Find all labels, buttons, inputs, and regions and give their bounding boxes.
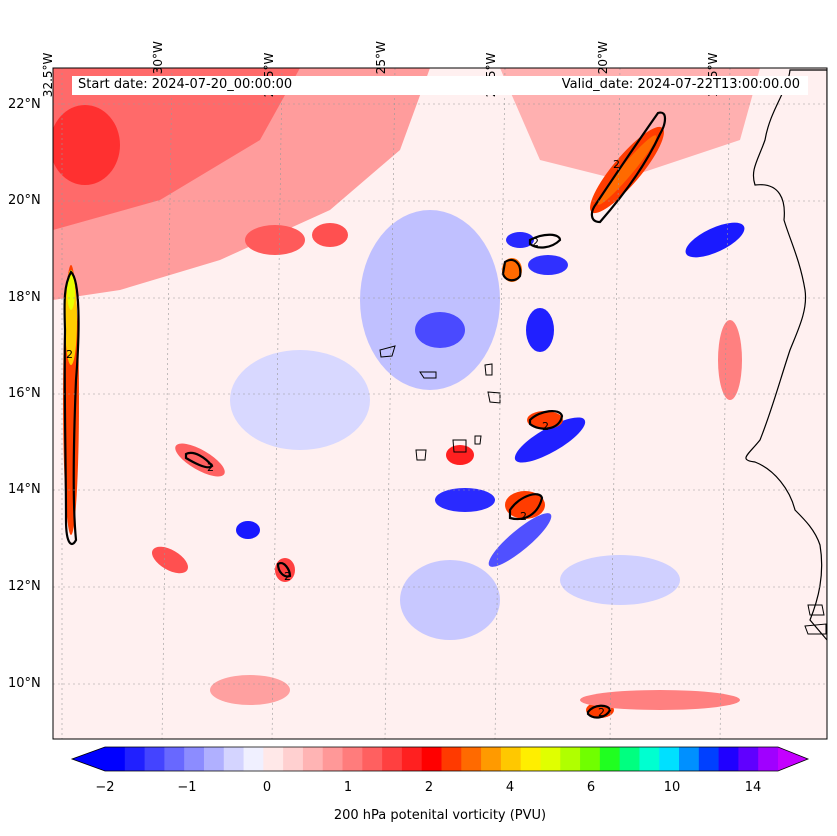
colorbar-tick: −2 [95,780,115,795]
contour-label: 2 [284,570,291,583]
colorbar-segment [322,747,344,771]
colorbar-segment [164,747,185,771]
colorbar-segment [203,747,225,771]
colorbar-tick: 10 [663,780,681,795]
colorbar-over-arrow [778,747,808,771]
pv-field: 2 2 2 2 2 2 2 2 [53,68,827,739]
colorbar-segment [758,747,779,771]
lat-label: 20°N [8,193,41,208]
colorbar-segment [461,747,482,771]
start-date: Start date: 2024-07-20_00:00:00 [78,77,293,92]
colorbar-segment [342,747,363,771]
colorbar-tick: 14 [744,780,762,795]
colorbar-segment [738,747,759,771]
colorbar-segment [184,747,205,771]
colorbar-tick: 1 [343,780,353,795]
colorbar-segment [401,747,423,771]
lon-label: 32.5°W [41,52,55,98]
colorbar-segment [560,747,581,771]
colorbar-segment [441,747,462,771]
info-box: Start date: 2024-07-20_00:00:00 Valid_da… [72,76,808,95]
colorbar-tick: 0 [262,780,272,795]
lat-label: 16°N [8,386,41,401]
colorbar-tick: 2 [424,780,434,795]
colorbar-segment [481,747,502,771]
valid-date: Valid_date: 2024-07-22T13:00:00.00 [561,77,800,92]
lon-label: 25°W [374,41,388,75]
colorbar-segment [718,747,739,771]
contour-label: 2 [207,461,214,474]
colorbar-segment [283,747,304,771]
contour-label: 2 [520,510,527,523]
colorbar-tick: 6 [586,780,596,795]
colorbar-tick: −1 [177,780,197,795]
lat-label: 12°N [8,579,41,594]
lon-label: 30°W [151,41,165,75]
colorbar-segment [105,747,126,771]
map-frame [52,67,828,740]
colorbar-segment [679,747,700,771]
colorbar-segment [540,747,561,771]
colorbar-segment [362,747,383,771]
colorbar-segment [124,747,146,771]
colorbar-segment [580,747,601,771]
lat-label: 14°N [8,482,41,497]
colorbar-segment [263,747,284,771]
colorbar-segment [639,747,660,771]
lon-label: 20°W [596,41,610,75]
colorbar [70,746,810,772]
lat-label: 18°N [8,290,41,305]
colorbar-title: 200 hPa potenital vorticity (PVU) [333,808,547,823]
colorbar-segment [599,747,621,771]
colorbar-segment [144,747,165,771]
lat-label: 22°N [8,97,41,112]
colorbar-segment [619,747,640,771]
colorbar-segment [520,747,541,771]
contour-label: 2 [532,236,539,249]
colorbar-segment [302,747,324,771]
colorbar-segment [698,747,720,771]
contour-label: 2 [613,158,620,171]
colorbar-under-arrow [72,747,105,771]
contour-label: 2 [542,420,549,433]
colorbar-segment [382,747,403,771]
colorbar-tick: 4 [505,780,515,795]
colorbar-segment [659,747,680,771]
lat-label: 10°N [8,676,41,691]
contour-label: 2 [66,348,73,361]
colorbar-segment [500,747,522,771]
colorbar-segment [223,747,245,771]
colorbar-segment [243,747,264,771]
colorbar-outline [70,746,810,772]
contour-label: 2 [598,706,605,719]
colorbar-segment [421,747,442,771]
